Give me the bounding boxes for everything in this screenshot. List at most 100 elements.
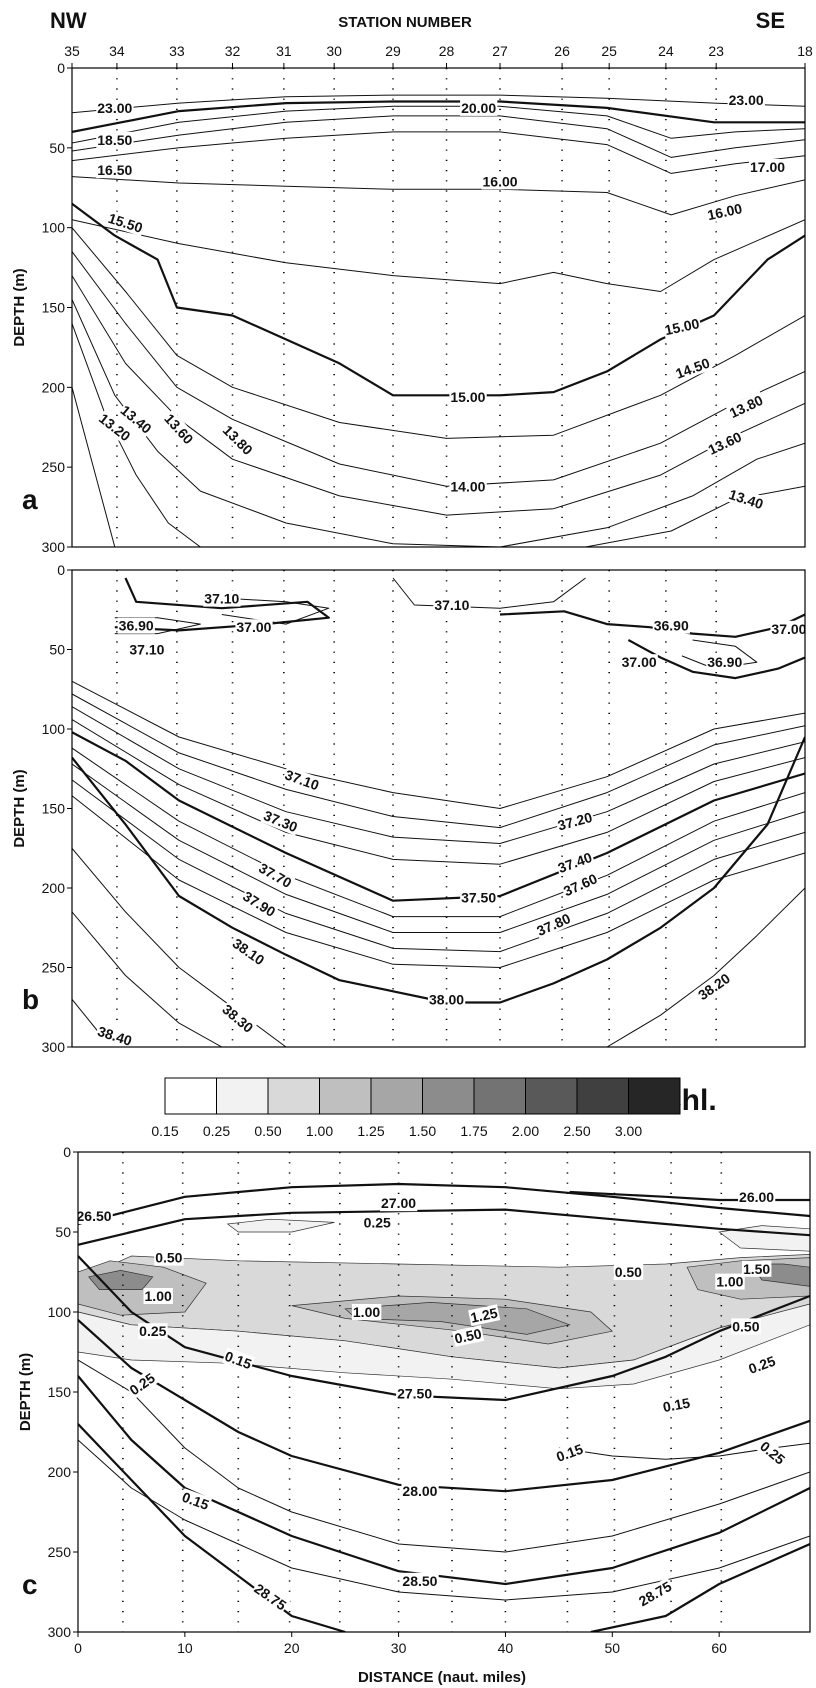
- x-tick-label: 40: [498, 1640, 514, 1656]
- contour-label-bg: [738, 1188, 776, 1205]
- contour-label-bg: [94, 1022, 136, 1047]
- contour-label: 27.50: [397, 1386, 432, 1402]
- contour-label-bg: [255, 859, 296, 892]
- y-axis-label: DEPTH (m): [17, 1353, 34, 1431]
- contour-line: [392, 577, 586, 609]
- contour-label-bg: [351, 1304, 382, 1320]
- contour-line: [78, 1359, 810, 1553]
- contour-label-bg: [203, 590, 241, 607]
- contour-label-bg: [452, 1325, 485, 1347]
- contour-label: 15.00: [450, 389, 485, 405]
- contour-label-bg: [105, 209, 146, 237]
- plot-area: 23.00 20.00 23.00 18.50 16.50 16.00 17.00 16.00…: [72, 68, 805, 547]
- contour-label-bg: [741, 1260, 772, 1277]
- contour-label-bg: [706, 654, 744, 671]
- colorbar-level-label: 2.00: [512, 1123, 539, 1139]
- colorbar-swatch: [628, 1077, 681, 1115]
- contour-label: 37.60: [561, 870, 600, 899]
- colorbar: Chl. 0.15 0.25 0.50 1.00 1.25 1.50 1.75 2.00 2.5…: [151, 1077, 717, 1139]
- contour-label-bg: [725, 391, 767, 422]
- contour-line: [72, 731, 805, 902]
- contour-label-bg: [770, 620, 805, 637]
- contour-label: 1.25: [469, 1304, 499, 1325]
- plot-area: 37.10 36.90 37.00 37.10 37.10 36.90 37.00 37.00…: [72, 570, 806, 1047]
- y-tick-label: 250: [42, 459, 66, 475]
- contour-line: [72, 176, 805, 216]
- contour-line: [499, 610, 805, 638]
- contour-line: [72, 323, 201, 547]
- colorbar-level-label: 0.15: [151, 1123, 178, 1139]
- contour-label: 37.20: [556, 809, 594, 834]
- colorbar-level-label: 2.50: [563, 1123, 590, 1139]
- chl-fill-region: [226, 1218, 335, 1233]
- contour-label-bg: [125, 1368, 159, 1399]
- contour-label: 1.00: [353, 1304, 380, 1320]
- contour-label: 1.00: [716, 1274, 743, 1290]
- contour-label-bg: [433, 596, 471, 613]
- contour-label: 0.15: [662, 1395, 692, 1416]
- y-tick-label: 150: [48, 1384, 72, 1400]
- colorbar-level-label: 1.00: [306, 1123, 333, 1139]
- station-label: 23: [708, 43, 724, 59]
- contour-label: 36.90: [707, 654, 742, 670]
- colorbar-level-label: 0.50: [254, 1123, 281, 1139]
- colorbar-swatch: [370, 1077, 423, 1115]
- colorbar-swatch: [422, 1077, 475, 1115]
- y-tick-label: 250: [48, 1544, 72, 1560]
- x-tick-label: 20: [284, 1640, 300, 1656]
- y-tick-label: 250: [42, 960, 66, 976]
- station-label: 28: [439, 43, 455, 59]
- contour-label: 20.00: [461, 100, 496, 116]
- contour-label: 0.25: [126, 1370, 158, 1399]
- colorbar-swatch: [525, 1077, 578, 1115]
- contour-label: 28.50: [402, 1573, 437, 1589]
- contour-label: 13.60: [705, 428, 744, 457]
- contour-line: [72, 747, 805, 918]
- x-tick-label: 50: [605, 1640, 621, 1656]
- y-axis-label: DEPTH (m): [11, 769, 28, 847]
- contour-label: 23.00: [97, 100, 132, 116]
- contour-label: 0.25: [757, 1438, 788, 1468]
- corner-label-se: SE: [756, 8, 785, 33]
- contour-label-bg: [652, 617, 690, 634]
- contour-line: [72, 131, 805, 174]
- contour-label: 18.50: [97, 132, 132, 148]
- contour-label: 37.00: [771, 621, 806, 637]
- y-tick-label: 0: [57, 60, 65, 76]
- contour-line: [72, 115, 805, 158]
- contour-line: [72, 706, 805, 844]
- chl-fill-region: [718, 1225, 810, 1252]
- contour-label-bg: [449, 388, 487, 405]
- contour-label: 37.50: [461, 890, 496, 906]
- contour-label: 0.15: [180, 1489, 211, 1513]
- contour-line: [114, 577, 330, 632]
- contour-label-bg: [260, 806, 302, 836]
- contour-label: 26.00: [739, 1189, 774, 1205]
- station-label: 27: [492, 43, 508, 59]
- contour-label: 0.50: [453, 1325, 483, 1346]
- contour-label-bg: [128, 641, 166, 658]
- contour-line: [72, 779, 805, 953]
- contour-line: [72, 219, 805, 292]
- contour-label-bg: [533, 909, 574, 940]
- y-tick-label: 150: [42, 300, 66, 316]
- x-tick-label: 60: [711, 1640, 727, 1656]
- contour-label-bg: [78, 1208, 113, 1224]
- contour-label: 0.25: [746, 1353, 777, 1377]
- y-tick-label: 200: [42, 379, 66, 395]
- y-tick-label: 300: [42, 1039, 66, 1055]
- contour-label-bg: [660, 1394, 693, 1416]
- contour-label-bg: [179, 1488, 213, 1514]
- contour-label: 0.15: [554, 1441, 585, 1465]
- contour-line: [72, 736, 805, 1004]
- contour-label: 0.25: [139, 1323, 166, 1339]
- contour-label: 37.80: [534, 910, 573, 939]
- contour-line: [78, 1375, 810, 1586]
- contour-label-bg: [560, 869, 601, 900]
- y-tick-label: 300: [48, 1624, 72, 1640]
- station-label: 24: [658, 43, 674, 59]
- contour-label-bg: [116, 401, 156, 438]
- contour-label: 16.50: [97, 162, 132, 178]
- contour-line: [72, 795, 805, 968]
